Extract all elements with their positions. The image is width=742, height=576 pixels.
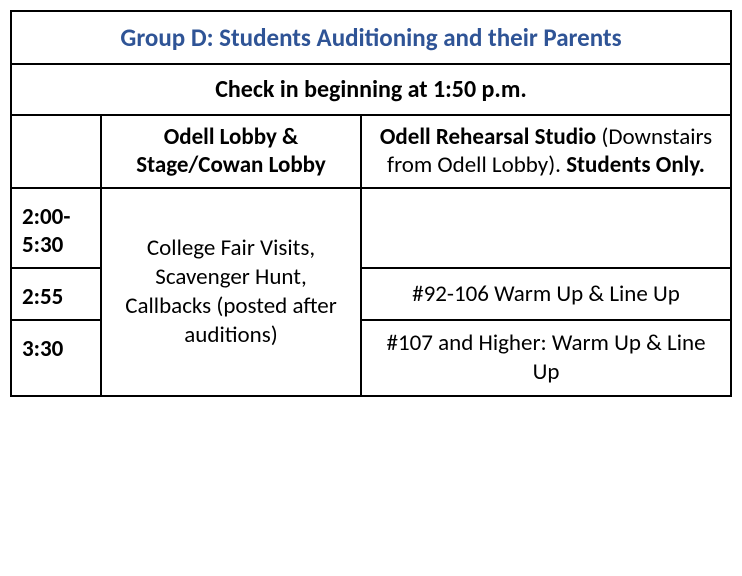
studio-cell: #107 and Higher: Warm Up & Line Up	[361, 320, 731, 396]
title-row: Group D: Students Auditioning and their …	[11, 11, 731, 64]
lobby-header: Odell Lobby & Stage/Cowan Lobby	[101, 115, 361, 188]
time-cell: 2:55	[11, 268, 101, 320]
studio-cell: #92-106 Warm Up & Line Up	[361, 268, 731, 320]
lobby-activity: College Fair Visits, Scavenger Hunt, Cal…	[101, 188, 361, 396]
time-cell: 2:00-5:30	[11, 188, 101, 268]
studio-header-b1: Odell Rehearsal Studio	[380, 123, 596, 151]
checkin-text: Check in beginning at 1:50 p.m.	[11, 64, 731, 115]
schedule-table: Group D: Students Auditioning and their …	[10, 10, 732, 397]
studio-cell	[361, 188, 731, 268]
group-title: Group D: Students Auditioning and their …	[11, 11, 731, 64]
studio-header-b2: Students Only.	[566, 151, 705, 179]
time-cell: 3:30	[11, 320, 101, 396]
time-header	[11, 115, 101, 188]
lobby-header-text: Odell Lobby & Stage/Cowan Lobby	[136, 123, 326, 179]
column-header-row: Odell Lobby & Stage/Cowan Lobby Odell Re…	[11, 115, 731, 188]
checkin-row: Check in beginning at 1:50 p.m.	[11, 64, 731, 115]
table-row: 2:00-5:30 College Fair Visits, Scavenger…	[11, 188, 731, 268]
studio-header: Odell Rehearsal Studio (Downstairs from …	[361, 115, 731, 188]
